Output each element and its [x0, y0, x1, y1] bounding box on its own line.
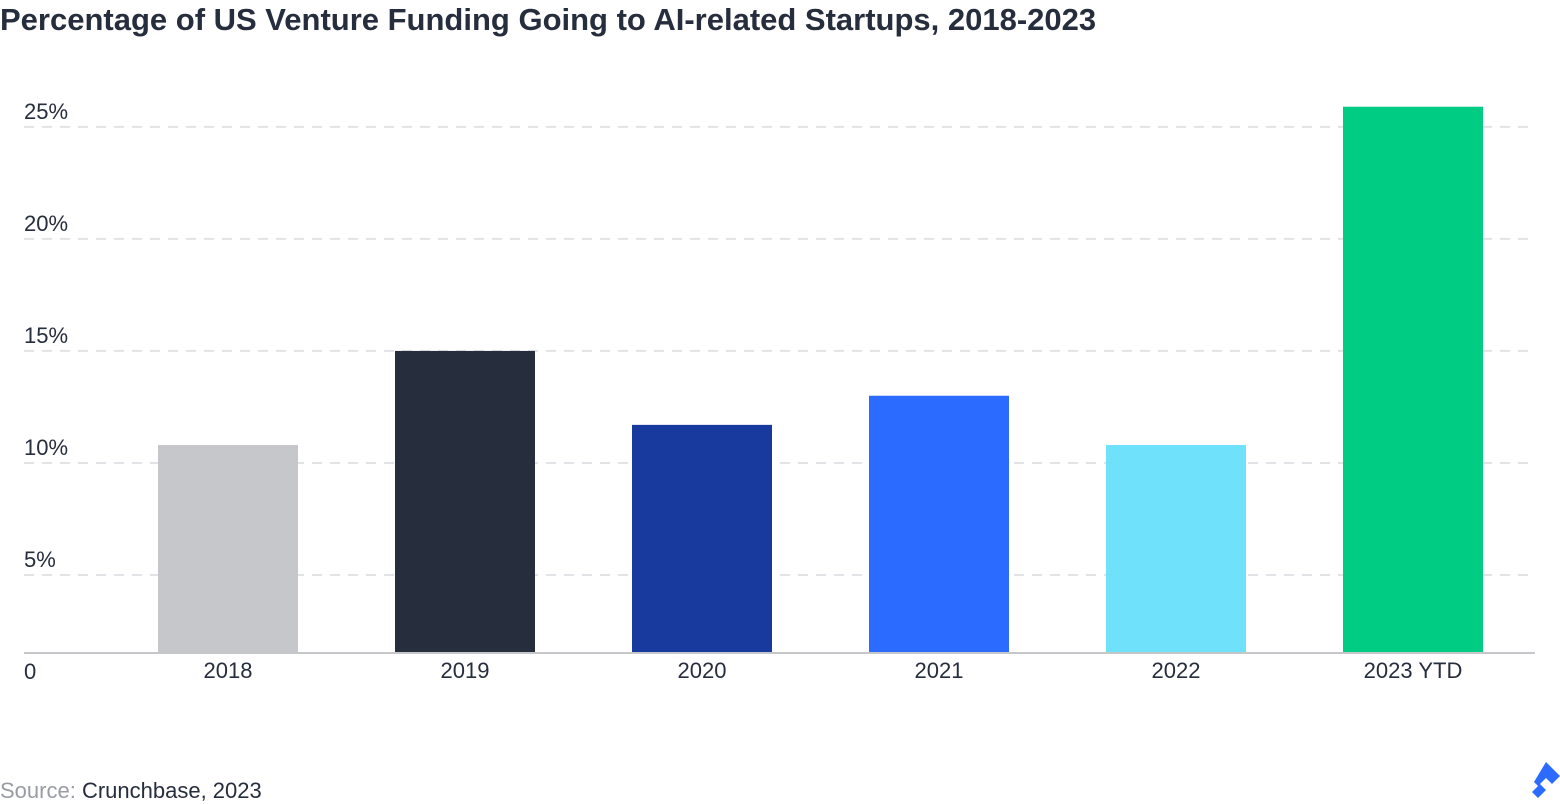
- y-tick-label: 5%: [24, 547, 56, 572]
- logo-mark: [1532, 762, 1560, 798]
- bars: [158, 106, 1483, 653]
- x-tick-label: 2020: [678, 658, 727, 683]
- y-tick-label: 25%: [24, 99, 68, 124]
- x-tick-label: 2023 YTD: [1364, 658, 1463, 683]
- bar: [158, 445, 298, 653]
- bar: [395, 350, 535, 653]
- source-label: Source: Crunchbase, 2023: [0, 778, 262, 803]
- bar: [1106, 445, 1246, 653]
- logo: [1532, 762, 1560, 798]
- bar: [632, 424, 772, 653]
- x-tick-label: 2022: [1152, 658, 1201, 683]
- y-tick-label: 0: [24, 659, 36, 684]
- y-tick-label: 15%: [24, 323, 68, 348]
- source-text: Crunchbase, 2023: [82, 778, 262, 803]
- y-tick-label: 10%: [24, 435, 68, 460]
- x-tick-label: 2021: [915, 658, 964, 683]
- chart-title: Percentage of US Venture Funding Going t…: [0, 2, 1096, 37]
- x-tick-label: 2018: [204, 658, 253, 683]
- y-tick-label: 20%: [24, 211, 68, 236]
- x-tick-label: 2019: [441, 658, 490, 683]
- bar: [1343, 106, 1483, 653]
- bar: [869, 395, 1009, 653]
- source-label-text: Source:: [0, 778, 76, 803]
